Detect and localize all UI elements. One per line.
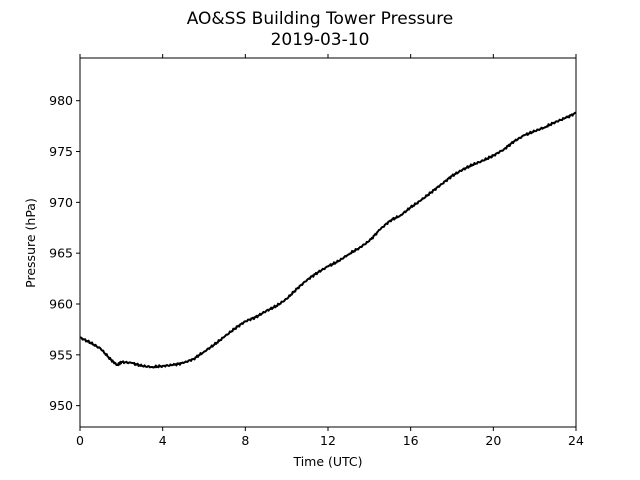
y-tick-label: 965 xyxy=(49,246,73,261)
y-tick-label: 970 xyxy=(49,195,73,210)
x-tick-label: 12 xyxy=(320,433,336,448)
y-tick-label: 975 xyxy=(49,144,73,159)
plot-area xyxy=(79,111,577,369)
y-tick-label: 980 xyxy=(49,93,73,108)
x-axis-label: Time (UTC) xyxy=(292,454,362,469)
chart-subtitle: 2019-03-10 xyxy=(271,30,370,50)
y-axis-label: Pressure (hPa) xyxy=(23,198,38,288)
x-tick-label: 16 xyxy=(403,433,419,448)
x-tick-label: 0 xyxy=(76,433,84,448)
plot-frame xyxy=(79,57,577,428)
y-tick-label: 960 xyxy=(49,297,73,312)
x-tick-label: 20 xyxy=(485,433,501,448)
y-tick-label: 950 xyxy=(49,398,73,413)
x-tick-label: 4 xyxy=(159,433,167,448)
x-tick-label: 8 xyxy=(241,433,249,448)
chart-title: AO&SS Building Tower Pressure xyxy=(187,9,454,29)
x-tick-label: 24 xyxy=(568,433,584,448)
axis-tick-labels: 0 4 8 12 16 20 24 950 955 960 965 970 975 980 xyxy=(49,93,584,448)
y-tick-label: 955 xyxy=(49,347,73,362)
pressure-series-line xyxy=(79,111,577,369)
axis-ticks xyxy=(76,54,577,431)
